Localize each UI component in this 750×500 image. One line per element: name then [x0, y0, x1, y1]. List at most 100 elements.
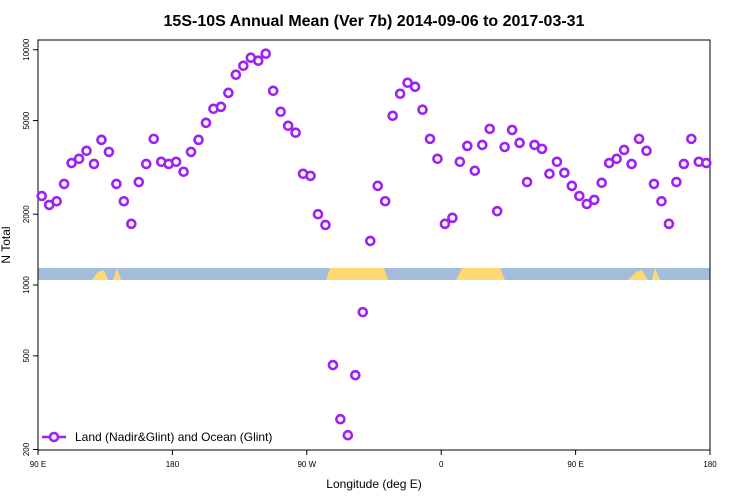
data-point — [521, 176, 533, 188]
data-point — [641, 145, 652, 157]
y-axis-label: N Total — [0, 226, 13, 263]
x-tick-label: 90 W — [297, 460, 316, 469]
x-tick-label: 90 E — [30, 460, 46, 469]
x-axis-label: Longitude (deg E) — [326, 477, 421, 491]
data-point — [484, 123, 496, 135]
data-point — [462, 140, 473, 152]
data-point — [335, 413, 346, 425]
data-point — [215, 101, 227, 113]
data-point — [185, 146, 197, 158]
data-point — [290, 127, 301, 139]
data-point — [118, 195, 130, 207]
data-point — [193, 134, 204, 146]
y-tick-label: 5000 — [22, 111, 31, 129]
data-point — [566, 180, 578, 192]
legend-marker — [48, 431, 60, 443]
data-point — [611, 153, 622, 165]
x-tick-label: 0 — [439, 460, 444, 469]
data-point — [267, 85, 279, 97]
data-point — [700, 157, 712, 169]
data-point — [36, 190, 48, 202]
data-point — [454, 156, 466, 168]
data-point — [536, 143, 548, 155]
y-tick-label: 200 — [22, 442, 31, 456]
data-point — [551, 156, 563, 168]
data-point — [96, 134, 107, 146]
data-point — [88, 158, 100, 170]
data-point — [350, 369, 361, 381]
data-point — [663, 218, 675, 230]
plot-frame — [37, 39, 711, 451]
data-point — [596, 177, 608, 189]
data-point — [387, 110, 398, 122]
data-point — [58, 178, 70, 190]
data-point — [618, 144, 630, 156]
data-point — [686, 133, 697, 145]
legend-label: Land (Nadir&Glint) and Ocean (Glint) — [75, 430, 272, 444]
data-point — [544, 168, 555, 180]
data-point — [439, 218, 451, 230]
data-point — [73, 153, 85, 165]
data-point — [514, 137, 525, 149]
data-point — [66, 157, 77, 169]
data-point — [223, 87, 234, 99]
data-point — [671, 176, 682, 188]
data-point — [633, 133, 645, 145]
data-point — [282, 120, 294, 132]
y-tick-label: 500 — [22, 349, 31, 363]
data-point — [312, 208, 324, 220]
y-tick-label: 10000 — [22, 38, 31, 61]
data-point — [379, 195, 391, 207]
x-tick-label: 90 E — [567, 460, 583, 469]
data-point — [178, 166, 189, 178]
data-point — [678, 158, 690, 170]
data-point — [491, 205, 503, 217]
data-point — [574, 190, 585, 202]
data-point — [469, 165, 481, 177]
data-point — [230, 69, 242, 81]
data-point — [417, 104, 428, 116]
data-point — [81, 145, 92, 157]
data-point — [372, 180, 384, 192]
data-point — [499, 141, 510, 153]
data-point — [603, 157, 615, 169]
data-point — [342, 429, 354, 441]
y-tick-label: 1000 — [22, 276, 31, 294]
surface-band — [38, 268, 710, 280]
data-point — [402, 77, 413, 89]
data-point — [103, 146, 115, 158]
data-point — [275, 106, 286, 118]
data-point — [394, 88, 406, 100]
y-tick-label: 2000 — [22, 205, 31, 223]
data-point — [111, 178, 122, 190]
data-point — [432, 153, 443, 165]
data-point — [424, 133, 436, 145]
data-point — [357, 306, 369, 318]
data-point — [364, 235, 376, 247]
data-point — [409, 81, 421, 93]
data-point — [320, 219, 331, 231]
data-point — [238, 60, 249, 72]
data-point — [327, 359, 339, 371]
data-point — [476, 139, 488, 151]
x-tick-label: 180 — [166, 460, 180, 469]
data-point — [170, 156, 182, 168]
data-point — [648, 178, 660, 190]
data-point — [559, 167, 570, 179]
data-point — [656, 195, 667, 207]
data-point — [588, 194, 600, 206]
data-point — [260, 48, 272, 59]
data-point — [506, 124, 518, 136]
data-point — [148, 133, 160, 145]
data-point — [51, 195, 62, 207]
data-point — [140, 158, 152, 170]
data-point — [626, 158, 637, 170]
data-point — [200, 117, 212, 129]
data-point — [305, 170, 316, 182]
data-point — [447, 212, 458, 224]
data-point — [581, 198, 593, 210]
data-point — [252, 55, 264, 67]
data-point — [133, 176, 145, 188]
x-tick-label: 180 — [703, 460, 717, 469]
